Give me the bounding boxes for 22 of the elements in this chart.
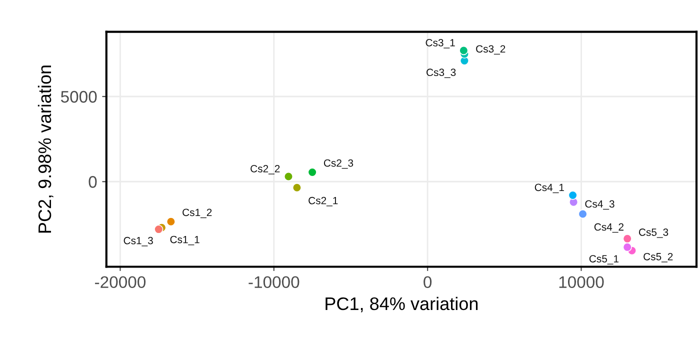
annotation: Cs1_2 bbox=[182, 208, 212, 218]
annotation: Cs3_1 bbox=[426, 39, 455, 48]
annotation: Cs4_1 bbox=[534, 184, 564, 194]
y-axis-title: PC2, 9.98% variation bbox=[38, 66, 54, 233]
annotation: Cs4_2 bbox=[594, 223, 624, 233]
annotation: Cs3_3 bbox=[426, 68, 456, 78]
x-tick-label: -10000 bbox=[248, 276, 300, 288]
y-tick-label: 5000 bbox=[60, 90, 97, 103]
x-tick-label: 10000 bbox=[559, 276, 604, 288]
annotation: Cs5_2 bbox=[644, 252, 673, 262]
annotation: Cs1_3 bbox=[124, 236, 153, 246]
annotation: Cs2_2 bbox=[250, 165, 280, 174]
x-tick-label: -20000 bbox=[95, 276, 146, 288]
annotation: Cs3_2 bbox=[476, 45, 506, 55]
annotation: Cs5_1 bbox=[589, 255, 619, 264]
x-axis-title: PC1, 84% variation bbox=[326, 296, 478, 312]
annotation: Cs5_3 bbox=[638, 228, 668, 238]
annotation: Cs2_3 bbox=[324, 159, 354, 169]
x-tick-label: 0 bbox=[424, 276, 432, 288]
annotation: Cs2_1 bbox=[308, 196, 338, 206]
annotation: Cs4_3 bbox=[585, 200, 614, 210]
annotation: Cs1_1 bbox=[170, 236, 200, 246]
